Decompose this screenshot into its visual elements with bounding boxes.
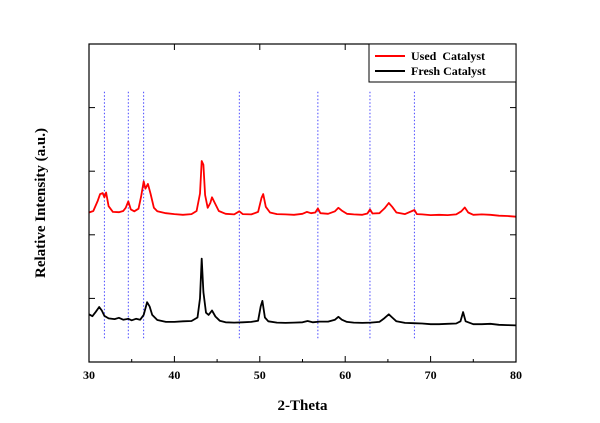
- x-tick-label: 60: [339, 368, 351, 382]
- series-line-fresh-catalyst: [88, 257, 517, 327]
- reference-lines: [103, 91, 415, 340]
- series-layer: [88, 160, 517, 327]
- y-axis-title: Relative Intensity (a.u.): [33, 128, 49, 278]
- legend-label-fresh-catalyst: Fresh Catalyst: [411, 64, 486, 78]
- x-tick-label: 50: [254, 368, 266, 382]
- x-tick-label: 30: [83, 368, 95, 382]
- y-axis: [89, 43, 516, 363]
- legend-box: [368, 43, 517, 83]
- legend-label-used-catalyst: Used Catalyst: [411, 49, 485, 63]
- x-axis: 30 40 50 60 70 80: [83, 44, 522, 382]
- x-tick-label: 80: [510, 368, 522, 382]
- series-line-used-catalyst: [88, 160, 517, 218]
- x-tick-label: 40: [168, 368, 180, 382]
- legend: Used Catalyst Fresh Catalyst: [368, 43, 517, 83]
- x-tick-label: 70: [425, 368, 437, 382]
- x-axis-title: 2-Theta: [278, 398, 328, 414]
